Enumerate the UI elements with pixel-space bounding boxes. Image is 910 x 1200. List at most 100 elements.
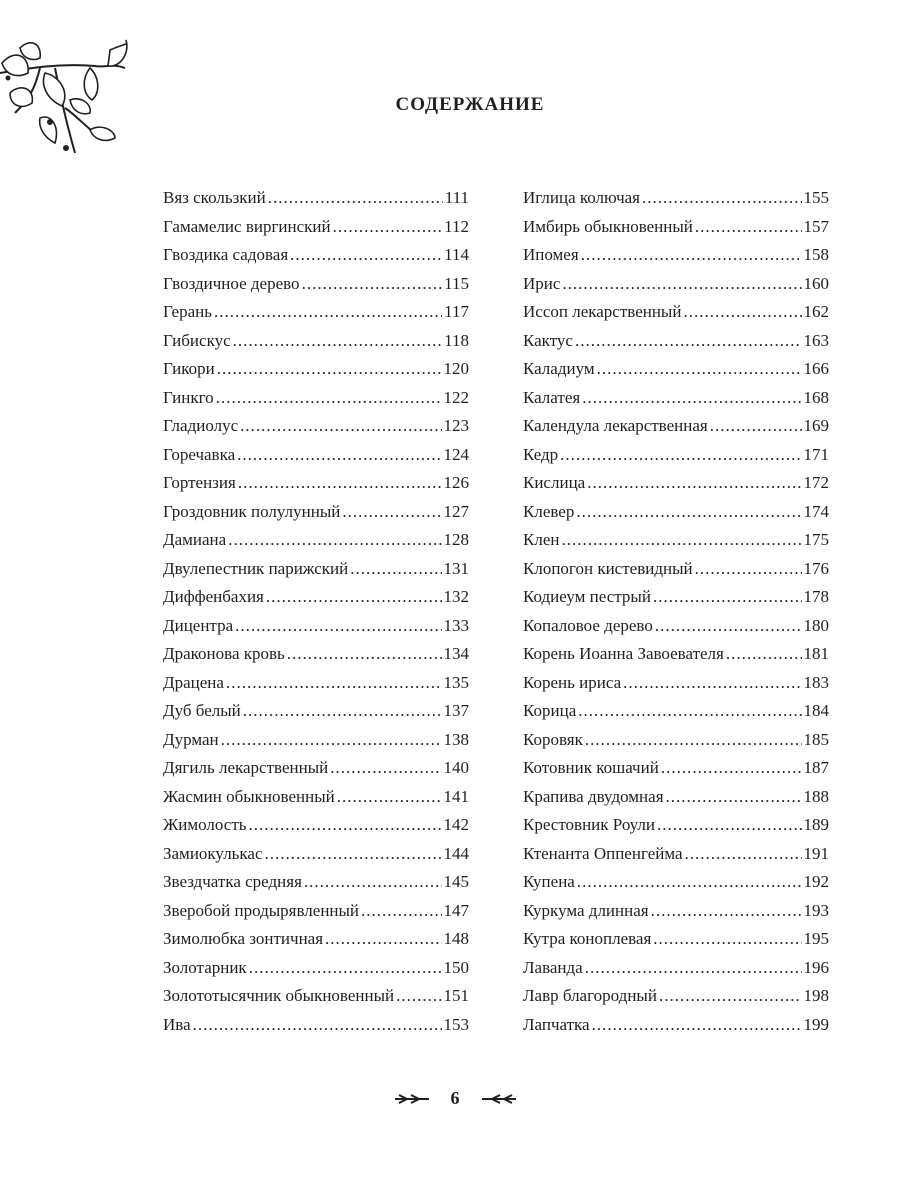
entry-title: Жимолость — [163, 815, 247, 834]
toc-entry[interactable]: Жимолость 142 — [163, 811, 469, 840]
entry-page-number: 135 — [443, 672, 470, 692]
entry-page-number: 157 — [803, 216, 830, 236]
dot-leader — [560, 441, 801, 470]
toc-entry[interactable]: Корица 184 — [523, 697, 829, 726]
toc-entry[interactable]: Клопогон кистевидный 176 — [523, 555, 829, 584]
dot-leader — [396, 982, 441, 1011]
toc-entry[interactable]: Календула лекарственная 169 — [523, 412, 829, 441]
entry-page-number: 112 — [444, 216, 469, 236]
toc-entry[interactable]: Вяз скользкий 111 — [163, 184, 469, 213]
dot-leader — [561, 526, 801, 555]
toc-entry[interactable]: Дамиана 128 — [163, 526, 469, 555]
toc-entry[interactable]: Гортензия 126 — [163, 469, 469, 498]
entry-title: Диффенбахия — [163, 587, 264, 606]
dot-leader — [642, 184, 802, 213]
toc-entry[interactable]: Гроздовник полулунный 127 — [163, 498, 469, 527]
dot-leader — [659, 982, 802, 1011]
toc-entry[interactable]: Лаванда 196 — [523, 954, 829, 983]
dot-leader — [361, 897, 441, 926]
toc-entry[interactable]: Клевер 174 — [523, 498, 829, 527]
toc-entry[interactable]: Гладиолус 123 — [163, 412, 469, 441]
toc-entry[interactable]: Иссоп лекарственный 162 — [523, 298, 829, 327]
toc-entry[interactable]: Ива 153 — [163, 1011, 469, 1040]
toc-entry[interactable]: Котовник кошачий 187 — [523, 754, 829, 783]
toc-entry[interactable]: Кутра коноплевая 195 — [523, 925, 829, 954]
toc-entry[interactable]: Двулепестник парижский 131 — [163, 555, 469, 584]
toc-entry[interactable]: Дягиль лекарственный 140 — [163, 754, 469, 783]
toc-entry[interactable]: Лавр благородный 198 — [523, 982, 829, 1011]
toc-entry[interactable]: Имбирь обыкновенный 157 — [523, 213, 829, 242]
toc-entry[interactable]: Корень Иоанна Завоевателя 181 — [523, 640, 829, 669]
entry-title: Кактус — [523, 330, 573, 350]
dot-leader — [585, 954, 802, 983]
toc-entry[interactable]: Кедр 171 — [523, 441, 829, 470]
toc-entry[interactable]: Крестовник Роули 189 — [523, 811, 829, 840]
entry-title: Гвоздика садовая — [163, 245, 289, 264]
toc-entry[interactable]: Гвоздика садовая 114 — [163, 241, 469, 270]
entry-page-number: 140 — [443, 758, 470, 777]
entry-page-number: 142 — [443, 815, 470, 834]
entry-page-number: 115 — [444, 273, 469, 293]
toc-entry[interactable]: Гибискус 118 — [163, 327, 469, 356]
toc-entry[interactable]: Гамамелис виргинский 112 — [163, 213, 469, 242]
toc-entry[interactable]: Куркума длинная 193 — [523, 897, 829, 926]
entry-page-number: 188 — [803, 786, 830, 806]
toc-entry[interactable]: Звездчатка средняя 145 — [163, 868, 469, 897]
dot-leader — [350, 555, 441, 584]
entry-page-number: 192 — [803, 872, 830, 891]
toc-entry[interactable]: Ктенанта Оппенгейма 191 — [523, 840, 829, 869]
toc-entry[interactable]: Гинкго 122 — [163, 384, 469, 413]
toc-entry[interactable]: Зверобой продырявленный 147 — [163, 897, 469, 926]
toc-entry[interactable]: Диффенбахия 132 — [163, 583, 469, 612]
toc-entry[interactable]: Гикори 120 — [163, 355, 469, 384]
toc-entry[interactable]: Гвоздичное дерево 115 — [163, 270, 469, 299]
toc-entry[interactable]: Драцена 135 — [163, 669, 469, 698]
toc-entry[interactable]: Корень ириса 183 — [523, 669, 829, 698]
toc-entry[interactable]: Крапива двудомная 188 — [523, 783, 829, 812]
toc-entry[interactable]: Дуб белый 137 — [163, 697, 469, 726]
toc-entry[interactable]: Копаловое дерево 180 — [523, 612, 829, 641]
toc-entry[interactable]: Золотарник 150 — [163, 954, 469, 983]
dot-leader — [228, 526, 441, 555]
left-sprig-ornament-icon — [394, 1093, 429, 1104]
toc-entry[interactable]: Дурман 138 — [163, 726, 469, 755]
toc-entry[interactable]: Иглица колючая 155 — [523, 184, 829, 213]
toc-entry[interactable]: Жасмин обыкновенный 141 — [163, 783, 469, 812]
toc-entry[interactable]: Драконова кровь 134 — [163, 640, 469, 669]
entry-title: Дягиль лекарственный — [163, 758, 329, 777]
toc-entry[interactable]: Купена 192 — [523, 868, 829, 897]
entry-title: Копаловое дерево — [523, 615, 653, 635]
toc-entry[interactable]: Каладиум 166 — [523, 355, 829, 384]
dot-leader — [710, 412, 802, 441]
dot-leader — [238, 469, 442, 498]
entry-title: Куркума длинная — [523, 900, 649, 920]
entry-title: Дицентра — [163, 615, 234, 635]
dot-leader — [695, 555, 802, 584]
toc-entry[interactable]: Зимолюбка зонтичная 148 — [163, 925, 469, 954]
toc-entry[interactable]: Кактус 163 — [523, 327, 829, 356]
entry-page-number: 127 — [443, 501, 470, 521]
toc-entry[interactable]: Герань 117 — [163, 298, 469, 327]
entry-page-number: 187 — [803, 758, 830, 777]
toc-entry[interactable]: Коровяк 185 — [523, 726, 829, 755]
dot-leader — [193, 1011, 442, 1040]
entry-title: Лавр благородный — [523, 986, 657, 1005]
dot-leader — [695, 213, 802, 242]
toc-entry[interactable]: Кислица 172 — [523, 469, 829, 498]
toc-entry[interactable]: Калатея 168 — [523, 384, 829, 413]
toc-entry[interactable]: Ирис 160 — [523, 270, 829, 299]
toc-entry[interactable]: Золототысячник обыкновенный 151 — [163, 982, 469, 1011]
dot-leader — [235, 612, 441, 641]
entry-page-number: 162 — [803, 302, 830, 321]
toc-entry[interactable]: Замиокулькас 144 — [163, 840, 469, 869]
toc-entry[interactable]: Горечавка 124 — [163, 441, 469, 470]
toc-entry[interactable]: Клен 175 — [523, 526, 829, 555]
toc-entry[interactable]: Лапчатка 199 — [523, 1011, 829, 1040]
entry-page-number: 120 — [443, 359, 470, 378]
dot-leader — [233, 327, 442, 356]
toc-entry[interactable]: Ипомея 158 — [523, 241, 829, 270]
entry-title: Калатея — [523, 387, 581, 407]
dot-leader — [685, 840, 802, 869]
toc-entry[interactable]: Дицентра 133 — [163, 612, 469, 641]
toc-entry[interactable]: Кодиеум пестрый 178 — [523, 583, 829, 612]
